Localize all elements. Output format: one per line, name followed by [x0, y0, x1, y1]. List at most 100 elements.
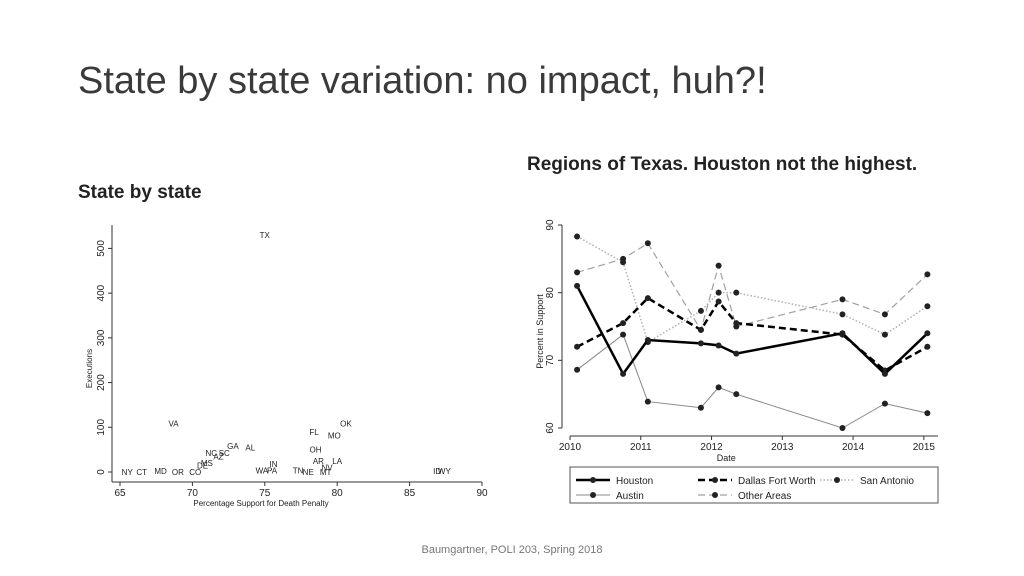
legend-label-dallas-fort-worth: Dallas Fort Worth [738, 476, 816, 487]
state-point-wy: WY [438, 467, 452, 476]
slide-title: State by state variation: no impact, huh… [78, 60, 767, 102]
series-point-dallas-fort-worth [715, 298, 722, 305]
series-point-other-areas [620, 255, 627, 262]
legend-label-san-antonio: San Antonio [860, 476, 914, 487]
state-point-nv: NV [322, 464, 334, 473]
x-tick-label: 2015 [913, 442, 936, 453]
y-tick-label: 90 [545, 219, 556, 231]
slide-footer: Baumgartner, POLI 203, Spring 2018 [421, 544, 603, 556]
state-point-sc: SC [219, 449, 230, 458]
y-tick-label: 80 [545, 287, 556, 299]
series-point-other-areas [881, 311, 888, 318]
right-subtitle: Regions of Texas. Houston not the highes… [527, 154, 918, 175]
state-point-id: ID [433, 467, 441, 476]
state-point-ms: MS [201, 459, 213, 468]
x-axis-title: Date [717, 453, 736, 463]
series-point-houston [697, 340, 704, 347]
state-point-va: VA [169, 420, 180, 429]
series-point-houston [733, 350, 740, 357]
series-point-dallas-fort-worth [924, 343, 931, 350]
series-point-other-areas [715, 262, 722, 269]
series-point-dallas-fort-worth [644, 295, 651, 302]
state-point-ok: OK [340, 420, 352, 429]
y-tick-label: 70 [545, 354, 556, 366]
series-point-dallas-fort-worth [697, 326, 704, 333]
x-tick-label: 2010 [559, 442, 582, 453]
state-point-de: DE [197, 461, 208, 470]
x-tick-label: 85 [404, 488, 416, 499]
series-point-austin [733, 391, 740, 398]
series-point-dallas-fort-worth [574, 343, 581, 350]
series-line-dallas-fort-worth [576, 296, 929, 373]
left-subtitle: State by state [78, 182, 202, 203]
series-point-san-antonio [881, 331, 888, 338]
y-axis-title: Executions [85, 349, 94, 388]
state-point-co: CO [189, 468, 201, 477]
state-point-wa: WA [256, 467, 269, 476]
series-point-san-antonio [924, 303, 931, 310]
x-tick-label: 2013 [771, 442, 794, 453]
legend-marker-austin [590, 492, 596, 498]
series-point-houston [881, 370, 888, 377]
x-tick-label: 2014 [842, 442, 865, 453]
series-point-austin [924, 410, 931, 417]
series-point-san-antonio [574, 233, 581, 240]
chart-legend [569, 466, 939, 504]
state-point-tx: TX [260, 231, 271, 240]
series-point-other-areas [644, 240, 651, 247]
legend-marker-houston [590, 477, 596, 483]
series-point-austin [644, 398, 651, 405]
state-point-al: AL [245, 443, 255, 452]
series-line-austin [576, 333, 928, 429]
legend-label-houston: Houston [616, 476, 653, 487]
series-point-houston [839, 330, 846, 337]
x-tick-label: 80 [332, 488, 344, 499]
state-point-ny: NY [122, 468, 134, 477]
series-point-houston [620, 370, 627, 377]
series-point-austin [881, 400, 888, 407]
series-point-other-areas [839, 296, 846, 303]
series-point-dallas-fort-worth [733, 320, 740, 327]
series-line-san-antonio [576, 235, 928, 344]
y-tick-label: 400 [96, 284, 107, 301]
state-point-az: AZ [213, 452, 223, 461]
y-tick-label: 100 [96, 419, 107, 436]
series-point-san-antonio [697, 307, 704, 314]
y-tick-label: 300 [96, 329, 107, 346]
x-tick-label: 75 [259, 488, 271, 499]
state-point-tn: TN [293, 467, 304, 476]
series-point-houston [715, 342, 722, 349]
series-point-austin [620, 331, 627, 338]
line-chart: 2010 2011 2012 2013 2014 2015 60 70 80 90 Date Perc… [535, 219, 939, 504]
series-point-houston [574, 282, 581, 289]
series-point-austin [839, 425, 846, 431]
x-tick-label: 70 [187, 488, 199, 499]
x-axis-title: Percentage Support for Death Penalty [193, 499, 328, 508]
state-point-ga: GA [227, 442, 239, 451]
series-point-other-areas [924, 271, 931, 278]
state-point-in: IN [269, 460, 277, 469]
y-tick-label: 0 [96, 469, 107, 475]
series-point-austin [697, 404, 704, 411]
series-point-san-antonio [715, 289, 722, 296]
state-point-pa: PA [267, 467, 278, 476]
state-point-ct: CT [136, 468, 147, 477]
series-point-houston [644, 337, 651, 344]
state-point-mt: MT [320, 468, 332, 477]
series-point-other-areas [574, 269, 581, 276]
legend-label-other-areas: Other Areas [738, 491, 791, 502]
series-point-san-antonio [733, 289, 740, 296]
legend-marker-other-areas [712, 492, 718, 498]
y-tick-label: 200 [96, 374, 107, 391]
series-point-houston [924, 330, 931, 337]
series-point-san-antonio [839, 311, 846, 318]
state-point-md: MD [154, 467, 167, 476]
legend-marker-san-antonio [834, 477, 840, 483]
series-point-austin [574, 366, 581, 373]
x-tick-label: 2011 [630, 442, 652, 453]
state-point-nc: NC [205, 449, 217, 458]
state-point-ne: NE [303, 468, 314, 477]
state-point-ar: AR [313, 457, 324, 466]
legend-marker-dallas-fort-worth [712, 477, 718, 483]
y-axis-title: Percent in Support [535, 294, 545, 369]
